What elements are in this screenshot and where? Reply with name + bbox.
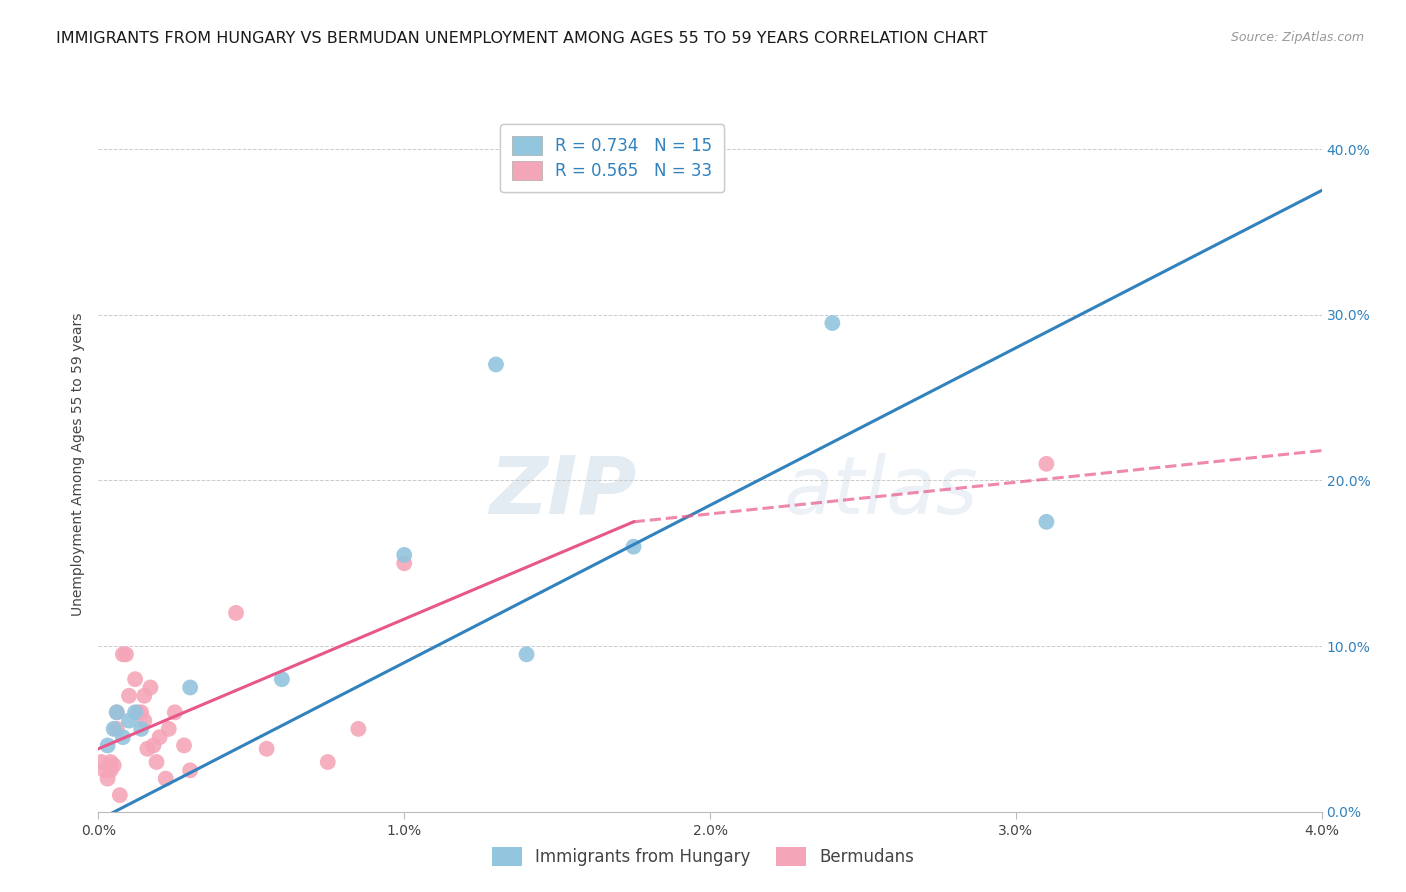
Point (90, 755, 112, 769)
Y-axis label: Unemployment Among Ages 55 to 59 years: Unemployment Among Ages 55 to 59 years (72, 312, 86, 615)
Point (103, 758, 125, 772)
Point (392, 548, 416, 562)
Point (93, 764, 115, 778)
Point (516, 648, 538, 662)
Point (155, 772, 177, 786)
Point (485, 358, 508, 372)
Point (103, 722, 125, 736)
Text: Source: ZipAtlas.com: Source: ZipAtlas.com (1230, 31, 1364, 45)
Point (347, 722, 370, 736)
Point (142, 739, 165, 753)
Point (1035, 515, 1057, 529)
Point (111, 648, 134, 662)
Point (179, 764, 201, 778)
Legend: Immigrants from Hungary, Bermudans: Immigrants from Hungary, Bermudans (484, 838, 922, 875)
Point (118, 689, 141, 703)
Point (623, 540, 645, 554)
Point (97, 739, 120, 753)
Point (173, 739, 195, 753)
Point (145, 755, 167, 769)
Point (115, 648, 138, 662)
Point (127, 706, 149, 720)
Point (392, 556, 416, 570)
Point (157, 722, 180, 736)
Point (100, 755, 122, 769)
Point (149, 730, 172, 744)
Point (100, 764, 122, 778)
Point (179, 681, 201, 695)
Text: ZIP: ZIP (489, 452, 637, 531)
Point (118, 714, 141, 728)
Point (225, 606, 247, 620)
Point (129, 706, 152, 720)
Point (1035, 457, 1057, 471)
Point (129, 722, 152, 736)
Point (108, 788, 131, 802)
Point (270, 672, 294, 686)
Point (134, 689, 156, 703)
Point (124, 672, 146, 686)
Point (97, 772, 120, 786)
Text: atlas: atlas (783, 452, 979, 531)
Point (136, 741, 159, 756)
Point (821, 316, 844, 330)
Text: IMMIGRANTS FROM HUNGARY VS BERMUDAN UNEMPLOYMENT AMONG AGES 55 TO 59 YEARS CORRE: IMMIGRANTS FROM HUNGARY VS BERMUDAN UNEM… (56, 31, 988, 46)
Point (139, 681, 162, 695)
Point (111, 730, 134, 744)
Legend: R = 0.734   N = 15, R = 0.565   N = 33: R = 0.734 N = 15, R = 0.565 N = 33 (501, 124, 724, 192)
Point (134, 714, 156, 728)
Point (105, 722, 128, 736)
Point (105, 706, 128, 720)
Point (256, 741, 278, 756)
Point (163, 706, 186, 720)
Point (316, 755, 339, 769)
Point (124, 706, 146, 720)
Point (105, 706, 128, 720)
